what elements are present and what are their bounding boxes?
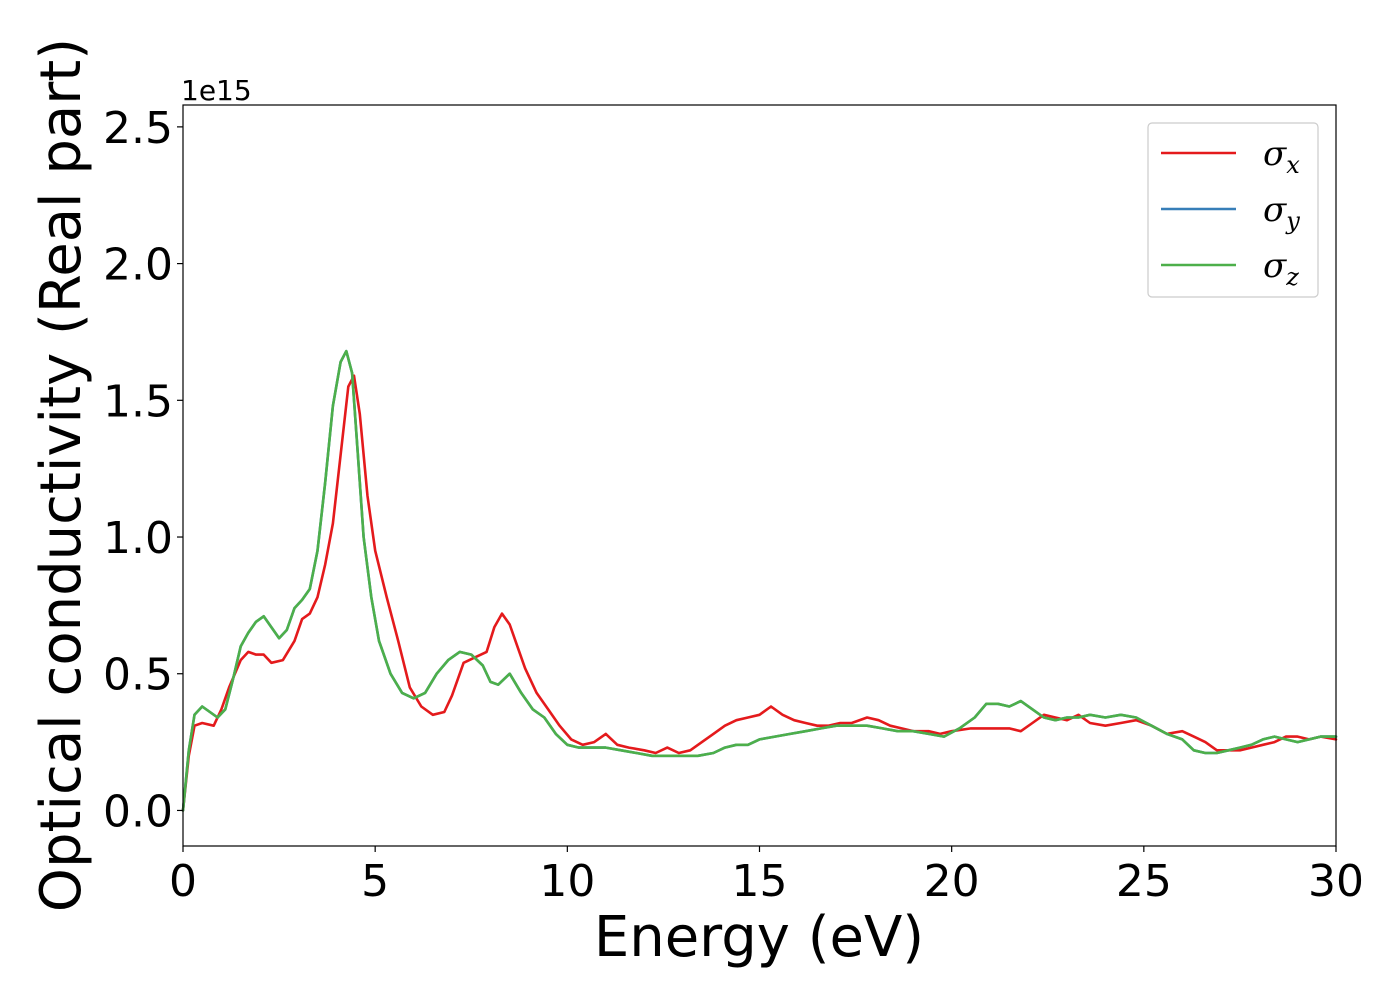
legend-label-x: σx [1263, 134, 1300, 179]
y-axis-title: Optical conductivity (Real part) [29, 38, 94, 912]
x-axis: 0 5 10 15 20 25 30 [169, 846, 1364, 907]
y-offset-text: 1e15 [181, 74, 252, 107]
y-tick-label: 2.0 [103, 240, 173, 291]
y-tick-label: 2.5 [103, 103, 173, 154]
series-line-z [181, 349, 1338, 812]
legend-label-y: σy [1263, 190, 1300, 235]
x-tick-label: 25 [1116, 856, 1172, 907]
legend-entries: σx σy σz [1161, 134, 1300, 291]
y-tick-label: 1.5 [103, 376, 173, 427]
legend-label-z: σz [1263, 246, 1299, 291]
x-tick-label: 10 [539, 856, 595, 907]
series-line-x [181, 374, 1338, 812]
y-tick-label: 1.0 [103, 513, 173, 564]
x-tick-label: 30 [1308, 856, 1364, 907]
x-tick-label: 5 [361, 856, 389, 907]
x-tick-label: 20 [924, 856, 980, 907]
y-tick-label: 0.0 [103, 786, 173, 837]
y-tick-label: 0.5 [103, 650, 173, 701]
x-tick-label: 15 [732, 856, 788, 907]
series-layer [181, 349, 1338, 812]
y-axis: 0.0 0.5 1.0 1.5 2.0 2.5 [103, 103, 183, 837]
legend: σx σy σz [1147, 122, 1319, 298]
x-axis-title: Energy (eV) [594, 905, 924, 970]
x-tick-label: 0 [169, 856, 197, 907]
